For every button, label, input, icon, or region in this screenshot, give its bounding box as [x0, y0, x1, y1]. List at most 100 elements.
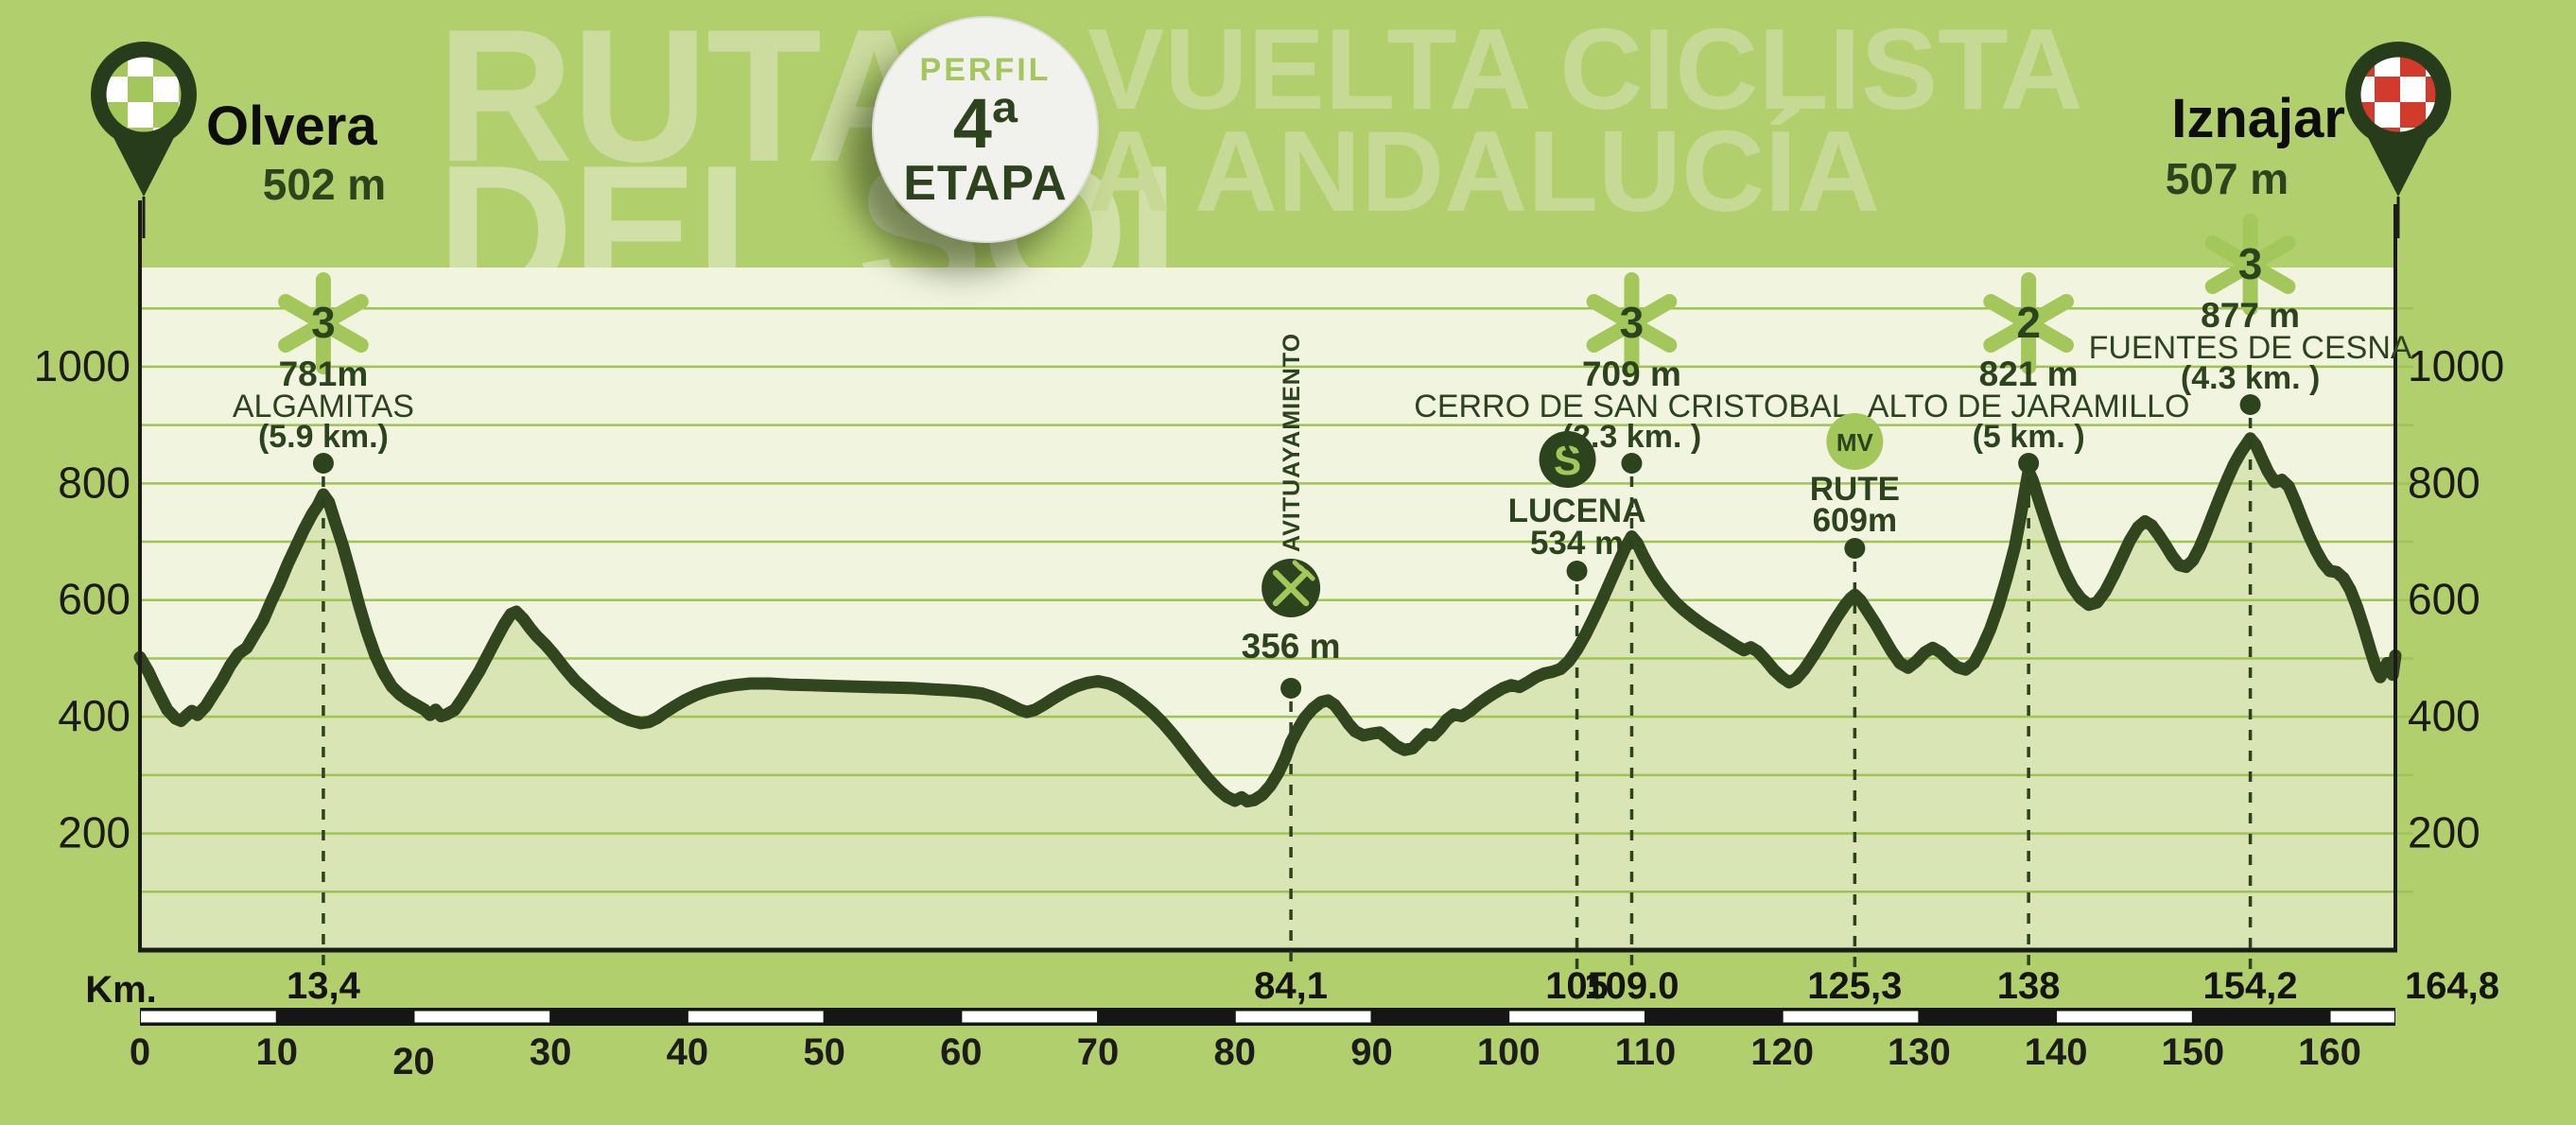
- km-point-label-138: 138: [1997, 965, 2061, 1007]
- km-point-label-109.0: 109.0: [1584, 965, 1679, 1007]
- ruler-tick-label-30: 30: [530, 1031, 572, 1073]
- y-axis-label-right-600: 600: [2408, 575, 2480, 624]
- feed-zone-label: AVITUAYAMIENTO: [1279, 333, 1305, 552]
- fork-icon: [1272, 569, 1310, 607]
- y-axis-label-left-600: 600: [58, 575, 131, 624]
- climb-altitude-label: 821 m: [1979, 355, 2079, 393]
- badge-etapa-label: ETAPA: [903, 155, 1068, 211]
- climb-name-label: CERRO DE SAN CRISTOBAL: [1414, 389, 1849, 424]
- watermark-vuelta-ciclista: VUELTA CICLISTA: [1088, 5, 2083, 133]
- climb-category-number: 3: [311, 298, 336, 347]
- sprint-icon-letter: S: [1554, 438, 1581, 484]
- y-axis-label-left-1000: 1000: [34, 341, 131, 390]
- marker-dot: [1566, 561, 1588, 581]
- ruler-tick-label-160: 160: [2298, 1031, 2361, 1073]
- ruler-tick-label-100: 100: [1477, 1031, 1540, 1073]
- ruler-white-segment: [1235, 1011, 1371, 1023]
- elevation-profile-line: [133, 432, 2402, 808]
- marker-avituayamiento: AVITUAYAMIENTO 356 m: [1242, 333, 1341, 972]
- ruler-white-segment: [2057, 1011, 2192, 1023]
- start-town-elevation: 502 m: [262, 160, 387, 209]
- ruler-white-segment: [688, 1011, 824, 1023]
- fork-tine: [1303, 569, 1315, 581]
- ruler-tick-label-110: 110: [1615, 1031, 1677, 1073]
- elevation-area-fill: [140, 438, 2395, 950]
- y-axis-label-right-200: 200: [2408, 808, 2480, 857]
- climb-category-number: 2: [2016, 298, 2041, 347]
- km-point-label-125,3: 125,3: [1807, 965, 1902, 1007]
- ruler-tick-label-70: 70: [1077, 1031, 1120, 1073]
- feed-zone-icon: [1262, 559, 1321, 617]
- km-ruler: 0 10 20 30 40 50 60 70 80 90 100 110 120 130 140 150 160: [130, 1008, 2395, 1082]
- start-town-name: Olvera: [206, 95, 377, 157]
- km-total-label: 164,8: [2405, 965, 2499, 1007]
- ruler-tick-label-0: 0: [130, 1031, 150, 1073]
- climb-length-label: (5 km. ): [1973, 419, 2085, 455]
- sprint-altitude-label: 534 m: [1530, 525, 1624, 562]
- ruler-tick-label-90: 90: [1350, 1031, 1393, 1073]
- km-point-label-84,1: 84,1: [1254, 965, 1328, 1007]
- feed-altitude-label: 356 m: [1242, 627, 1341, 666]
- finish-town-name: Iznajar: [2171, 88, 2345, 149]
- climb-length-label: (2.3 km. ): [1562, 419, 1701, 455]
- ruler-white-segment: [2330, 1011, 2394, 1023]
- category-star-ray: [1983, 294, 2074, 353]
- marker-dot: [1621, 453, 1643, 474]
- mv-icon-letters: MV: [1836, 428, 1874, 457]
- category-star-ray: [2204, 235, 2296, 294]
- mv-icon-circle: [1826, 413, 1884, 470]
- ruler-white-segment: [141, 1011, 276, 1023]
- marker-dot: [312, 453, 334, 474]
- marker-dot: [1280, 678, 1302, 699]
- climb-altitude-label: 877 m: [2201, 296, 2300, 335]
- badge-stage-number: 4ª: [952, 83, 1018, 163]
- y-axis-label-left-200: 200: [58, 808, 131, 857]
- ruler-tick-label-150: 150: [2161, 1031, 2224, 1073]
- climb-name-label: ALGAMITAS: [233, 389, 414, 424]
- pin-checkered-flag: [103, 54, 184, 135]
- finish-town-elevation: 507 m: [2165, 154, 2289, 203]
- climb-altitude-label: 709 m: [1582, 355, 1681, 393]
- mv-name-label: RUTE: [1810, 471, 1900, 508]
- start-pin-icon: [91, 42, 197, 238]
- finish-pin-icon: [2345, 42, 2451, 238]
- marker-dot: [2239, 394, 2261, 415]
- km-axis-caption: Km.: [85, 969, 157, 1011]
- ruler-tick-label-50: 50: [803, 1031, 845, 1073]
- km-point-label-154,2: 154,2: [2203, 965, 2298, 1007]
- climb-length-label: (4.3 km. ): [2181, 360, 2320, 396]
- pin-checkered-flag: [2358, 54, 2439, 135]
- km-point-label-13,4: 13,4: [287, 965, 361, 1007]
- ruler-tick-label-140: 140: [2025, 1031, 2088, 1073]
- ruler-tick-label-80: 80: [1214, 1031, 1257, 1073]
- ruler-white-segment: [962, 1011, 1098, 1023]
- y-axis-label-left-400: 400: [58, 691, 131, 740]
- km-point-label-105: 105: [1545, 965, 1609, 1007]
- ruler-white-segment: [1509, 1011, 1645, 1023]
- climb-category-number: 3: [1620, 298, 1645, 347]
- ruler-white-segment: [1783, 1011, 1919, 1023]
- ruler-tick-label-20: 20: [392, 1041, 435, 1082]
- badge-perfil-label: PERFIL: [919, 51, 1052, 88]
- fork-tine: [1292, 560, 1304, 572]
- ruler-tick-label-60: 60: [940, 1031, 983, 1073]
- climb-length-label: (5.9 km.): [258, 419, 389, 455]
- ruler-white-segment: [414, 1011, 550, 1023]
- climb-name-label: FUENTES DE CESNA: [2089, 330, 2412, 366]
- mv-altitude-label: 609m: [1813, 502, 1898, 539]
- category-star-ray: [1586, 294, 1678, 353]
- marker-dot: [2018, 453, 2040, 474]
- ruler-tick-label-10: 10: [255, 1031, 298, 1073]
- y-axis-label-left-800: 800: [58, 458, 131, 507]
- stage-badge: PERFIL 4ª ETAPA: [872, 16, 1099, 243]
- sprint-icon-circle: [1539, 431, 1596, 488]
- climb-category-number: 3: [2238, 239, 2263, 288]
- climb-altitude-label: 781m: [279, 355, 369, 393]
- category-star-ray: [278, 294, 369, 353]
